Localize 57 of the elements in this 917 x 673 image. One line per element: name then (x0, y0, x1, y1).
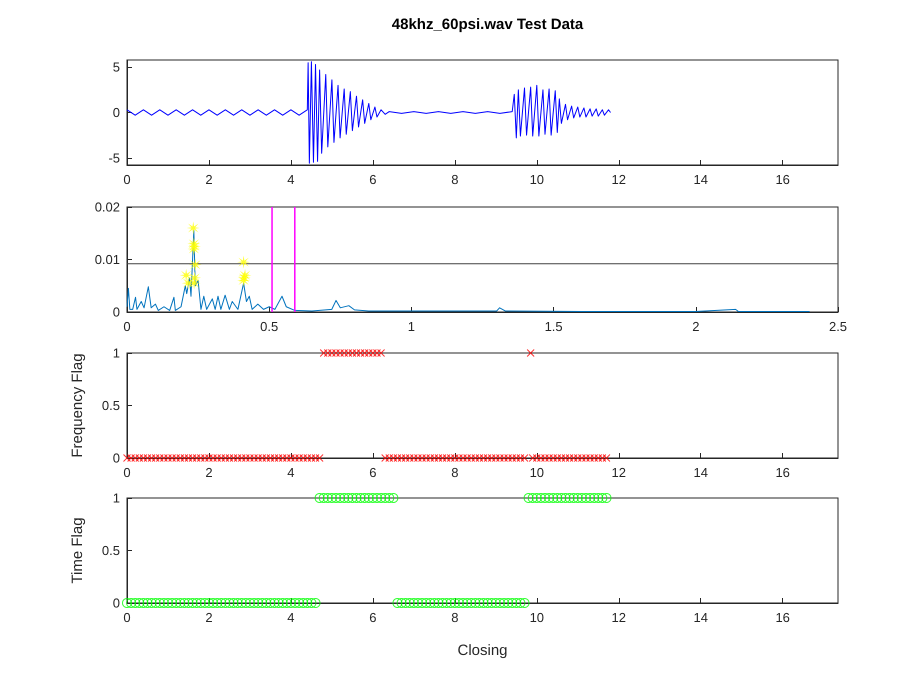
point (238, 271, 251, 284)
point (237, 256, 250, 269)
y-tick-label: 0.5 (102, 543, 120, 558)
point (180, 268, 193, 282)
x-tick-label: 16 (775, 465, 790, 480)
y-tick-label: 0.02 (94, 200, 120, 214)
x-tick-label: 8 (451, 610, 458, 625)
x-tick-label: 16 (775, 610, 790, 625)
y-axis-title: Time Flag (69, 517, 86, 584)
x-tick-label: 10 (530, 172, 544, 187)
point (188, 258, 202, 272)
y-tick-label: 1 (112, 490, 120, 506)
y-tick-label: 0 (112, 105, 120, 120)
y-tick-label: 0 (112, 596, 120, 610)
chart-title: 48khz_60psi.wav Test Data (392, 16, 584, 33)
y-tick-label: 1 (112, 346, 120, 360)
x-tick-label: 0 (123, 610, 131, 625)
x-tick-label: 4 (287, 610, 295, 625)
x-tick-label: 12 (612, 610, 626, 625)
x-tick-label: 0.5 (260, 319, 278, 334)
x-tick-label: 12 (612, 172, 626, 187)
x-tick-label: 14 (693, 172, 708, 187)
x-axis-title: Closing (457, 642, 508, 659)
x-tick-label: 2.5 (828, 319, 848, 334)
y-tick-label: 5 (112, 60, 120, 75)
y-tick-label: 0.5 (102, 398, 120, 413)
x-tick-label: 0 (123, 172, 131, 187)
x-tick-label: 14 (693, 610, 708, 625)
y-tick-label: -5 (108, 150, 120, 166)
x-tick-label: 2 (692, 319, 700, 334)
y-tick-label: 0.01 (94, 252, 120, 267)
x-tick-label: 6 (369, 465, 376, 480)
x-tick-label: 0 (123, 319, 131, 334)
x-tick-label: 2 (205, 172, 213, 187)
x-tick-label: 2 (205, 610, 213, 625)
x-tick-label: 1 (408, 319, 416, 334)
y-tick-label: 0 (112, 304, 120, 320)
x-tick-label: 10 (530, 610, 544, 625)
x-tick-label: 1.5 (544, 319, 563, 334)
point (186, 222, 200, 234)
x-tick-label: 10 (530, 465, 544, 480)
point (187, 242, 200, 256)
x-tick-label: 4 (287, 172, 295, 187)
y-tick-label: 0 (112, 450, 120, 466)
x-tick-label: 0 (123, 465, 131, 480)
x-tick-label: 14 (693, 465, 708, 480)
x-tick-label: 6 (369, 172, 376, 187)
x-tick-label: 6 (369, 610, 376, 625)
x-tick-label: 16 (775, 172, 790, 187)
x-tick-label: 8 (451, 172, 458, 187)
x-tick-label: 12 (612, 465, 626, 480)
line-series (126, 61, 612, 164)
x-tick-label: 8 (451, 465, 458, 480)
y-axis-title: Frequency Flag (69, 353, 86, 458)
x-tick-label: 2 (205, 465, 213, 480)
x-tick-label: 4 (287, 465, 295, 480)
point (188, 276, 201, 290)
